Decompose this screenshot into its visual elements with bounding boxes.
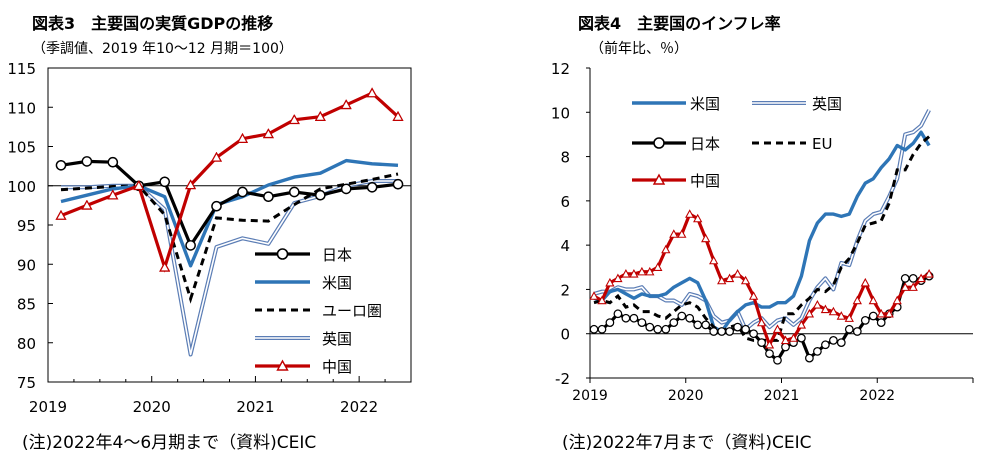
gdp-legend-sample-japan-marker	[276, 248, 289, 260]
chart2-unit: （前年比、％）	[590, 41, 688, 57]
gdp-ytick-label: 100	[7, 178, 36, 196]
gdp-ytick-label: 110	[7, 99, 36, 117]
chart1-note: (注)2022年4～6月期まで（資料)CEIC	[22, 433, 317, 453]
gdp-legend-sample-china-marker	[276, 359, 289, 371]
gdp-xtick-label: 2019	[29, 398, 67, 416]
gdp-legend-label-us: 米国	[322, 274, 352, 292]
gdp-ytick-label: 75	[17, 374, 36, 392]
gdp-xtick-label: 2020	[133, 398, 171, 416]
cpi-ytick-label: 12	[551, 60, 570, 78]
gdp-ytick-label: 85	[17, 296, 36, 314]
gdp-ytick-label: 80	[17, 335, 36, 353]
gdp-ytick-label: 115	[7, 60, 36, 78]
gdp-ytick-label: 90	[17, 256, 36, 274]
cpi-legend-label-eu: EU	[812, 135, 832, 153]
gdp-legend-label-eu: ユーロ圏	[322, 302, 382, 320]
gdp-series-china	[61, 93, 398, 273]
gdp-chart: 75 80 85 90 95 100 105 110 115 2019 2020 2021 2022 日本…	[7, 60, 412, 416]
cpi-ytick-label: 10	[551, 104, 570, 122]
gdp-legend-label-uk: 英国	[322, 330, 352, 348]
cpi-ytick-label: 8	[560, 149, 570, 167]
chart2-title: 図表4 主要国のインフレ率	[578, 14, 781, 33]
chart1-title: 図表3 主要国の実質GDPの推移	[32, 14, 274, 33]
gdp-ytick-label: 105	[7, 139, 36, 157]
gdp-xtick-label: 2022	[340, 398, 378, 416]
cpi-xtick-label: 2020	[668, 388, 704, 404]
chart1-unit: （季調値、2019 年10～12 月期＝100）	[32, 41, 293, 57]
cpi-legend-label-us: 米国	[690, 95, 720, 113]
cpi-xtick-label: 2019	[572, 388, 608, 404]
cpi-legend-label-japan: 日本	[690, 135, 720, 153]
cpi-series-china	[589, 209, 934, 349]
gdp-legend-label-china: 中国	[322, 358, 352, 376]
cpi-ytick-label: 2	[560, 281, 570, 299]
cpi-legend-sample-china-marker	[652, 173, 666, 185]
cpi-ytick-label: 6	[560, 193, 570, 211]
cpi-ytick-label: 4	[560, 237, 570, 255]
cpi-legend-sample-japan-marker	[653, 137, 665, 149]
gdp-ytick-label: 95	[17, 217, 36, 235]
cpi-xtick-label: 2022	[859, 388, 895, 404]
cpi-xtick-label: 2021	[764, 388, 800, 404]
cpi-series-us	[593, 130, 931, 334]
cpi-legend-label-china: 中国	[690, 172, 720, 190]
gdp-legend-label-japan: 日本	[322, 246, 352, 264]
gdp-plot-frame	[47, 67, 412, 383]
cpi-ytick-label: 0	[560, 326, 570, 344]
cpi-legend-label-uk: 英国	[812, 95, 842, 113]
gdp-xtick-label: 2021	[236, 398, 274, 416]
cpi-ytick-label: -2	[555, 370, 570, 388]
chart2-note: (注)2022年7月まで（資料)CEIC	[562, 433, 812, 453]
